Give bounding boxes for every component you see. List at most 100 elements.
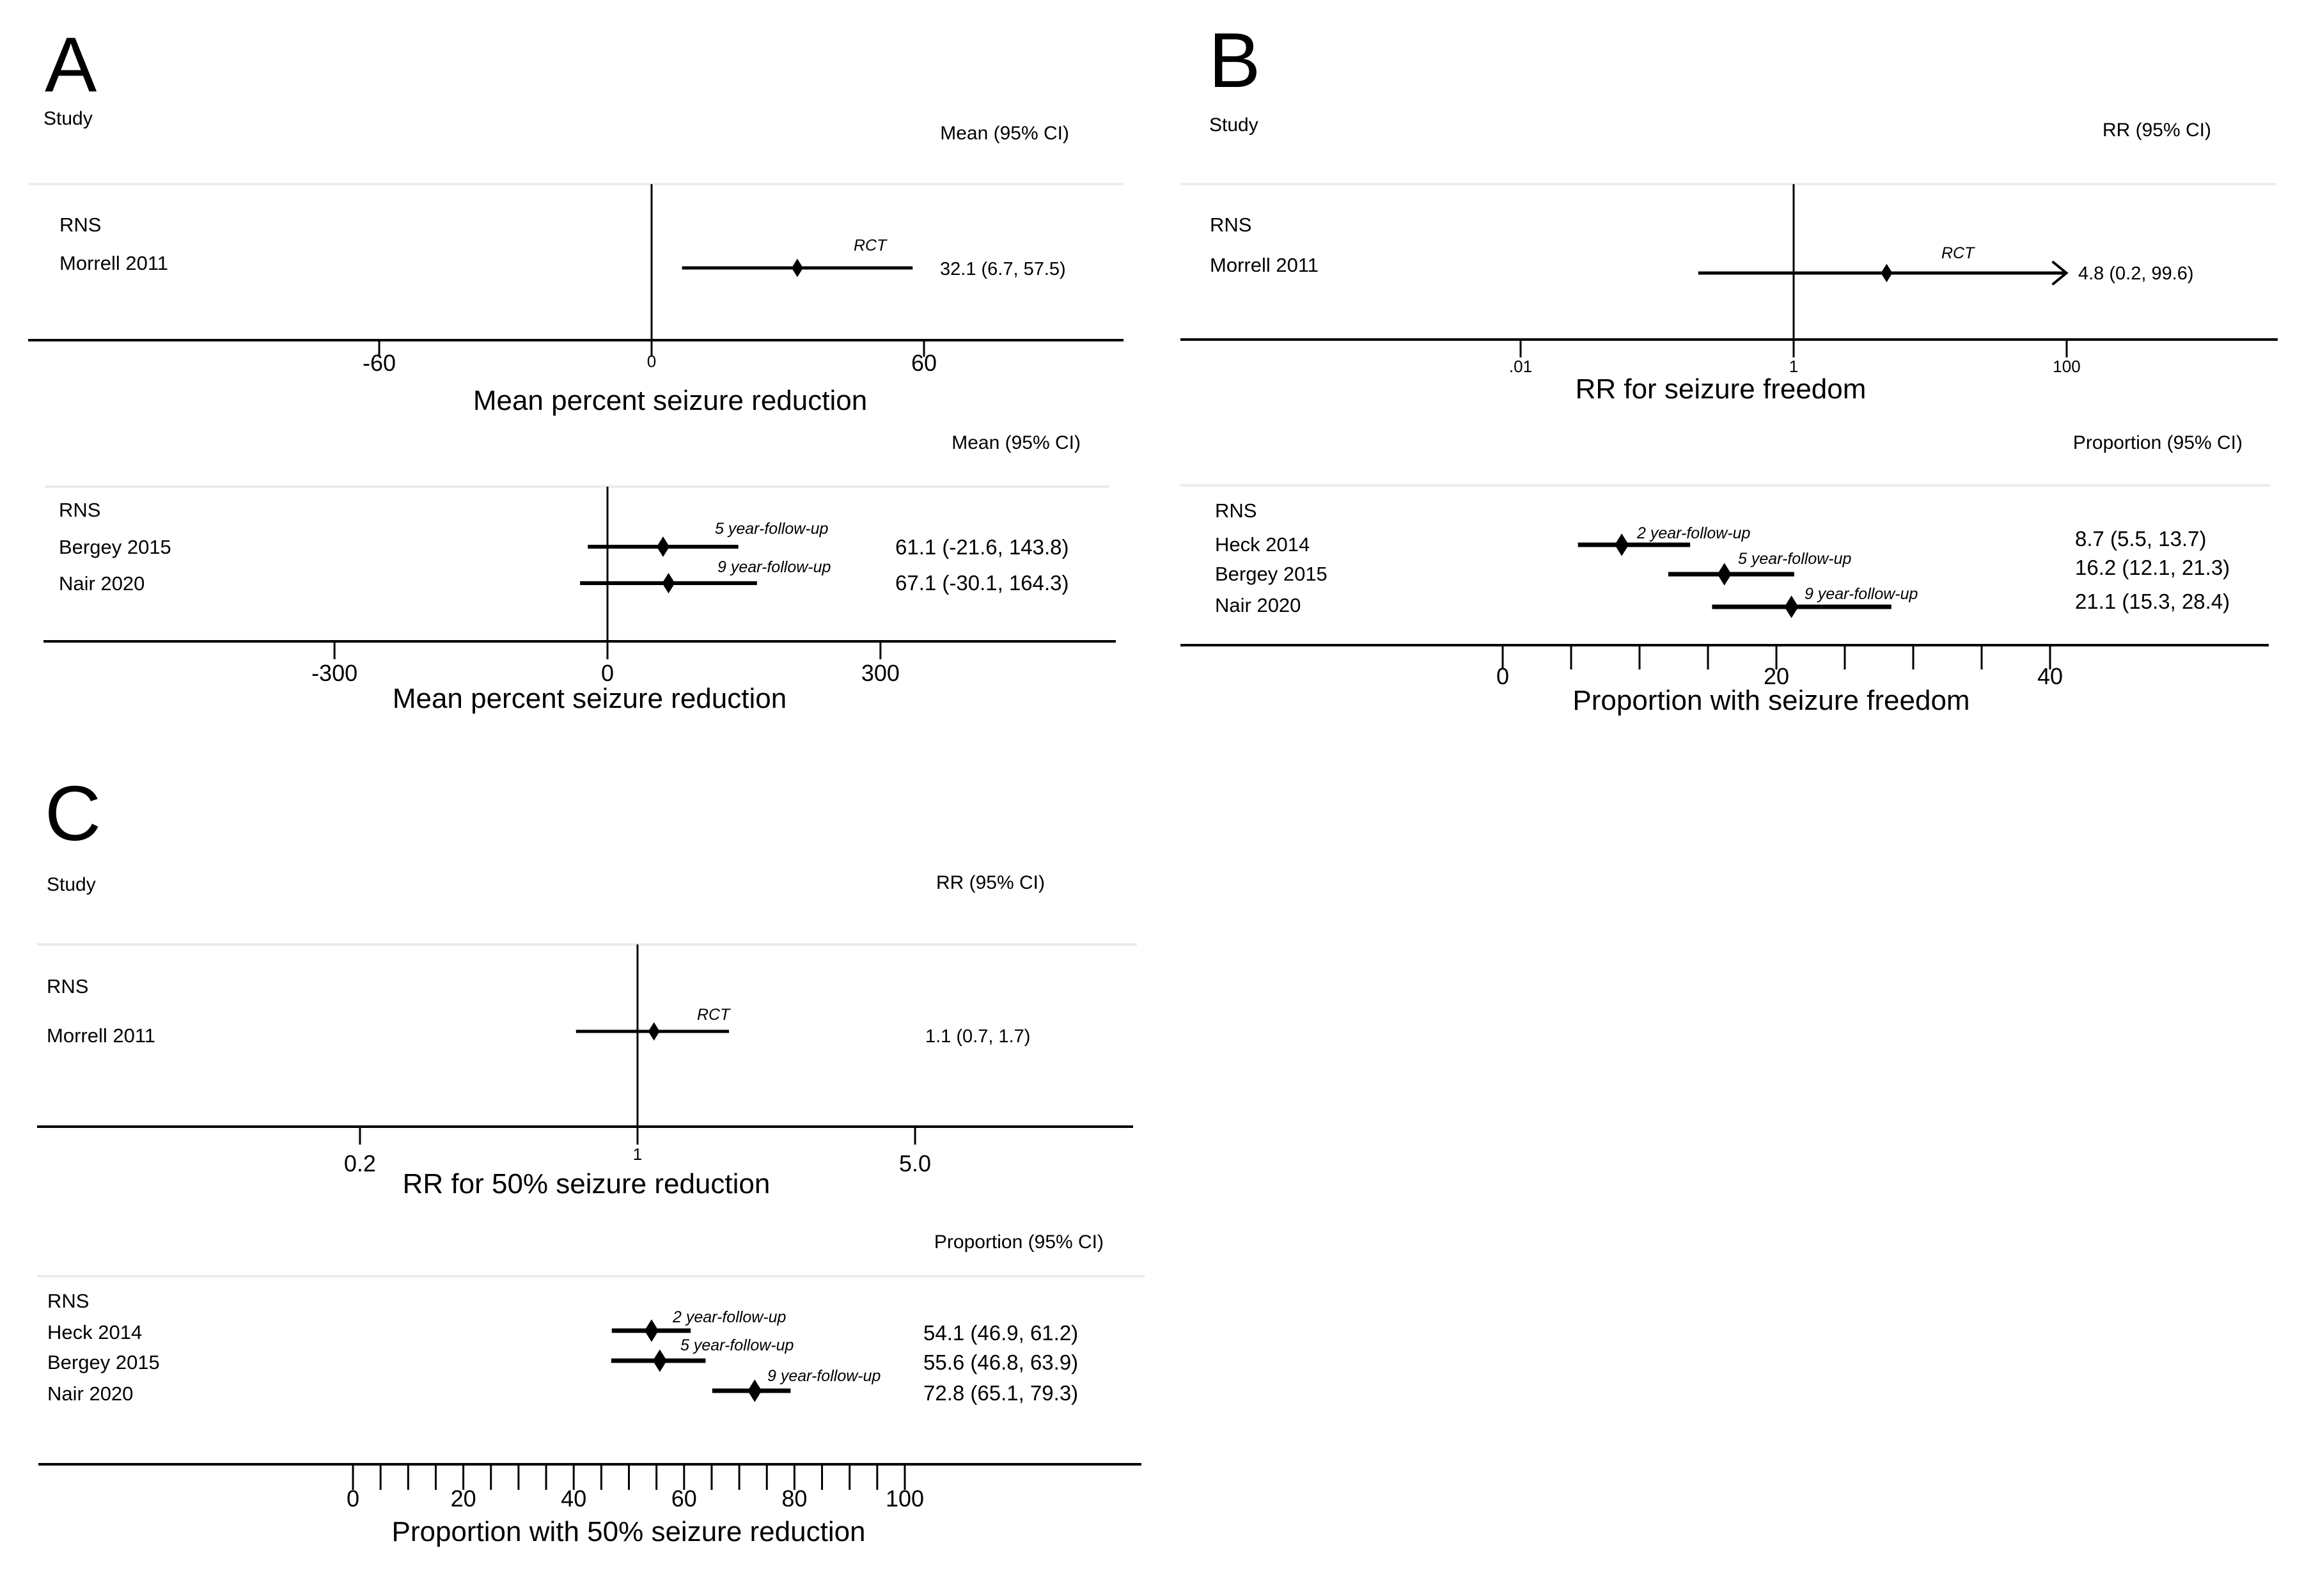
x-tick-label: 20 — [451, 1485, 476, 1512]
study-header: Study — [43, 108, 93, 129]
x-axis-title: RR for seizure freedom — [1576, 373, 1867, 405]
point-estimate-marker — [791, 258, 803, 278]
study-name: Bergey 2015 — [1215, 563, 1327, 585]
point-estimate-marker — [1784, 595, 1799, 618]
study-name: Morrell 2011 — [1210, 254, 1319, 276]
estimate-header: Proportion (95% CI) — [2073, 432, 2243, 453]
study-row: Bergey 2015 5 year-follow-up 55.6 (46.8, 6… — [47, 1336, 1078, 1374]
ci-arrow-icon — [2051, 260, 2069, 286]
estimate-value: 4.8 (0.2, 99.6) — [2078, 263, 2194, 284]
estimate-value: 72.8 (65.1, 79.3) — [923, 1381, 1078, 1405]
study-note: RCT — [1941, 244, 1975, 262]
group-label: RNS — [47, 1290, 89, 1312]
x-axis-title: Mean percent seizure reduction — [393, 683, 787, 714]
group-label: RNS — [1215, 499, 1257, 522]
study-row: Nair 2020 9 year-follow-up 72.8 (65.1, 79.… — [47, 1367, 1078, 1405]
panel-c2: Proportion (95% CI) 0 20 40 60 80 100 Proportio… — [37, 1232, 1145, 1547]
point-estimate-marker — [1615, 533, 1629, 556]
study-note: 9 year-follow-up — [717, 558, 831, 576]
x-tick-label: 5.0 — [899, 1150, 931, 1177]
study-row: Nair 2020 9 year-follow-up 21.1 (15.3, 28.… — [1215, 585, 2230, 618]
study-note: 2 year-follow-up — [672, 1308, 787, 1326]
estimate-value: 55.6 (46.8, 63.9) — [923, 1350, 1078, 1374]
study-name: Bergey 2015 — [59, 536, 171, 558]
x-tick-label: 60 — [911, 350, 937, 376]
x-tick-label: 20 — [1764, 663, 1789, 689]
study-row: Heck 2014 2 year-follow-up 54.1 (46.9, 61.… — [47, 1308, 1078, 1345]
panel-letter-c: C — [45, 770, 101, 857]
x-tick-label: 300 — [861, 660, 900, 686]
point-estimate-marker — [652, 1349, 667, 1372]
x-tick-label: -300 — [311, 660, 357, 686]
group-label: RNS — [47, 975, 88, 997]
point-estimate-marker — [644, 1319, 659, 1342]
x-tick-label: 0 — [601, 660, 614, 686]
estimate-value: 8.7 (5.5, 13.7) — [2075, 527, 2206, 551]
study-row: Bergey 2015 5 year-follow-up 61.1 (-21.6, … — [59, 520, 1069, 559]
study-note: RCT — [697, 1006, 731, 1024]
study-name: Heck 2014 — [1215, 533, 1310, 556]
study-note: 9 year-follow-up — [767, 1367, 881, 1385]
estimate-value: 16.2 (12.1, 21.3) — [2075, 556, 2230, 579]
x-axis-title: Mean percent seizure reduction — [473, 385, 867, 416]
plots: Study Mean (95% CI) -60 0 60 Mean percent sei… — [28, 108, 2278, 1547]
estimate-header: RR (95% CI) — [936, 872, 1045, 893]
study-header: Study — [47, 874, 96, 895]
study-name: Nair 2020 — [1215, 594, 1301, 616]
estimate-value: 67.1 (-30.1, 164.3) — [895, 571, 1069, 595]
panel-letter-a: A — [45, 21, 97, 108]
study-row: Morrell 2011 RCT 4.8 (0.2, 99.6) — [1210, 244, 2194, 286]
x-tick-label: 80 — [781, 1485, 807, 1512]
panel-c: Study RR (95% CI) 0.2 1 5.0 RR for 50% seizur… — [37, 872, 1137, 1200]
study-note: RCT — [854, 237, 888, 254]
study-name: Nair 2020 — [47, 1382, 133, 1405]
group-label: RNS — [59, 214, 101, 236]
point-estimate-marker — [1717, 563, 1732, 586]
estimate-header: Mean (95% CI) — [940, 123, 1069, 144]
x-tick-label: 0 — [347, 1485, 359, 1512]
study-note: 5 year-follow-up — [715, 520, 829, 538]
point-estimate-marker — [648, 1022, 660, 1041]
estimate-value: 21.1 (15.3, 28.4) — [2075, 590, 2230, 613]
study-header: Study — [1209, 114, 1258, 136]
study-name: Nair 2020 — [59, 572, 145, 595]
x-tick-label: 60 — [671, 1485, 697, 1512]
x-axis-title: RR for 50% seizure reduction — [403, 1168, 771, 1200]
panel-letter-b: B — [1209, 17, 1260, 104]
panel-a2: Mean (95% CI) -300 0 300 Mean percent seizur… — [43, 432, 1116, 714]
study-row: Morrell 2011 RCT 32.1 (6.7, 57.5) — [59, 237, 1066, 279]
x-tick-label: 40 — [561, 1485, 586, 1512]
estimate-value: 1.1 (0.7, 1.7) — [925, 1026, 1030, 1047]
study-row: Morrell 2011 RCT 1.1 (0.7, 1.7) — [47, 1006, 1030, 1047]
group-label: RNS — [1210, 214, 1251, 236]
estimate-value: 32.1 (6.7, 57.5) — [940, 259, 1066, 279]
estimate-header: Proportion (95% CI) — [934, 1232, 1104, 1253]
study-row: Nair 2020 9 year-follow-up 67.1 (-30.1, 16… — [59, 558, 1069, 595]
x-tick-label: 1 — [1789, 357, 1798, 376]
x-tick-label: 40 — [2037, 663, 2063, 689]
panel-a: Study Mean (95% CI) -60 0 60 Mean percent sei… — [28, 108, 1124, 416]
study-row: Heck 2014 2 year-follow-up 8.7 (5.5, 13.7) — [1215, 524, 2206, 556]
x-axis-title: Proportion with seizure freedom — [1572, 685, 1969, 716]
estimate-value: 61.1 (-21.6, 143.8) — [895, 535, 1069, 559]
estimate-header: Mean (95% CI) — [951, 432, 1081, 453]
study-name: Bergey 2015 — [47, 1351, 160, 1373]
study-note: 5 year-follow-up — [680, 1336, 794, 1354]
point-estimate-marker — [1881, 263, 1893, 283]
panel-b: Study RR (95% CI) .01 1 100 RR for seizure fr… — [1180, 114, 2278, 405]
estimate-header: RR (95% CI) — [2102, 120, 2211, 141]
study-note: 5 year-follow-up — [1738, 550, 1852, 568]
x-tick-label: .01 — [1509, 357, 1532, 376]
x-tick-label: 0 — [647, 352, 656, 371]
study-name: Morrell 2011 — [59, 252, 168, 274]
point-estimate-marker — [748, 1379, 762, 1402]
point-estimate-marker — [656, 536, 669, 557]
x-tick-label: 0 — [1496, 663, 1509, 689]
x-tick-label: 100 — [886, 1485, 924, 1512]
x-tick-label: 100 — [2053, 357, 2080, 376]
study-name: Morrell 2011 — [47, 1024, 155, 1047]
estimate-value: 54.1 (46.9, 61.2) — [923, 1321, 1078, 1345]
point-estimate-marker — [662, 573, 675, 593]
